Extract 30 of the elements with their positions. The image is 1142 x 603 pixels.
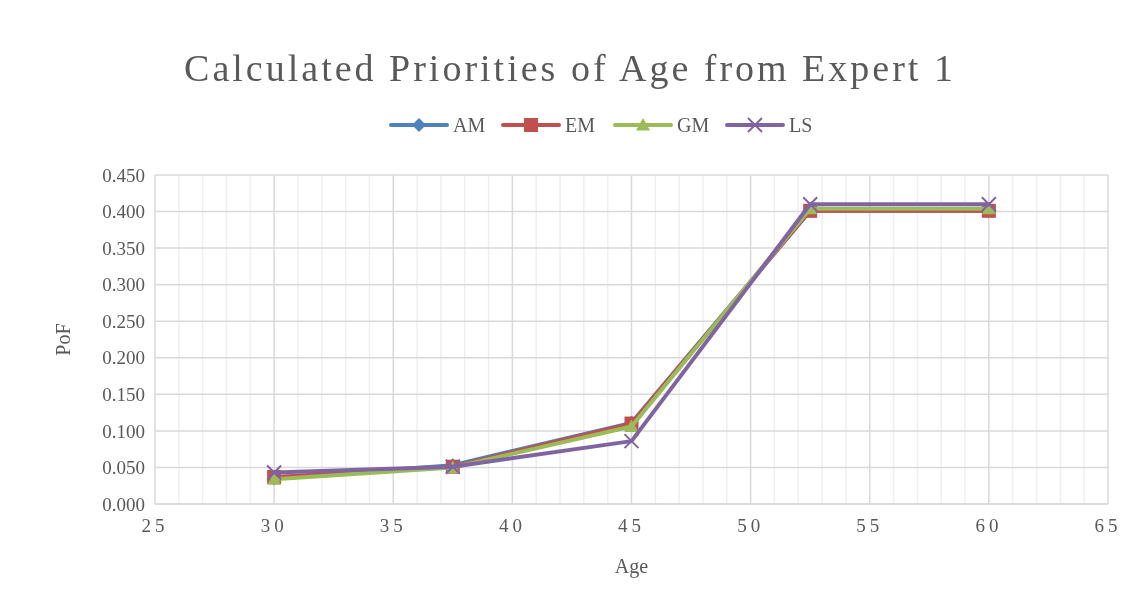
legend-label: GM (677, 114, 710, 136)
y-tick-label: 0.100 (102, 420, 145, 442)
y-tick-label: 0.000 (102, 493, 145, 515)
legend-label: LS (789, 114, 813, 136)
x-tick-label: 65 (1094, 515, 1122, 536)
legend-label: AM (453, 114, 486, 136)
x-tick-label: 40 (498, 515, 526, 536)
y-tick-label: 0.350 (102, 237, 145, 259)
chart-title: Calculated Priorities of Age from Expert 1 (184, 47, 956, 89)
x-tick-label: 35 (379, 515, 407, 536)
point (623, 433, 640, 450)
y-tick-label: 0.150 (102, 383, 145, 405)
x-tick-label: 45 (618, 515, 645, 536)
legend-label: EM (565, 114, 596, 136)
x-tick-label: 30 (260, 515, 288, 536)
x-tick-label: 55 (856, 515, 884, 536)
y-tick-label: 0.400 (102, 201, 145, 223)
x-tick-label: 25 (141, 515, 169, 536)
y-tick-label: 0.450 (102, 164, 145, 186)
y-tick-label: 0.300 (102, 274, 145, 296)
y-tick-label: 0.200 (102, 347, 145, 369)
x-axis-title: Age (614, 555, 649, 578)
point (266, 464, 283, 481)
point (802, 196, 819, 213)
x-tick-label: 50 (737, 515, 765, 536)
point (980, 196, 997, 213)
y-tick-label: 0.050 (102, 457, 145, 479)
y-tick-label: 0.250 (102, 310, 145, 332)
x-tick-label: 60 (975, 515, 1003, 536)
y-axis-title: PoF (52, 323, 74, 356)
